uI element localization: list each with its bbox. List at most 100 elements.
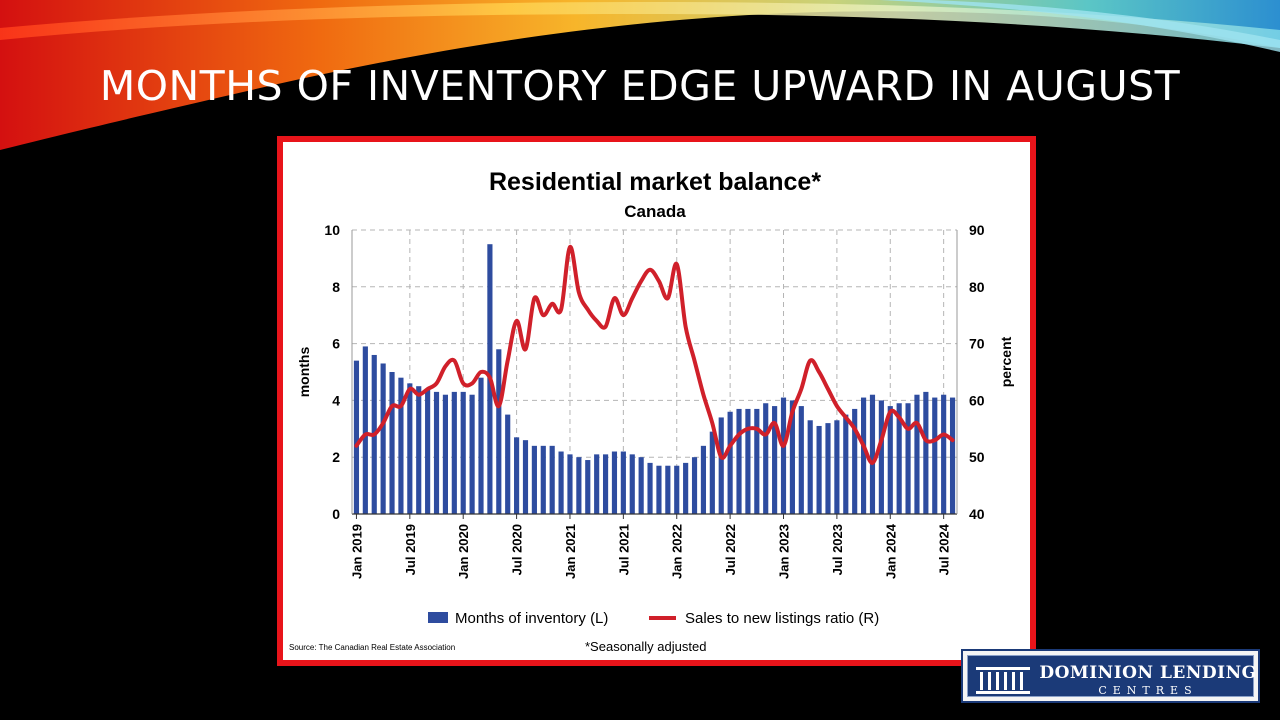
legend-label-ratio: Sales to new listings ratio (R)	[685, 610, 879, 627]
x-tick-label: Jul 2020	[510, 524, 525, 575]
chart-subtitle: Canada	[624, 202, 686, 221]
bar	[469, 394, 475, 514]
bar	[941, 394, 947, 514]
bar	[514, 437, 520, 514]
chart: 0 2 4 6 8 10 40 50 60 70 80 90 Jan 2019 Jul 2019 Jan 2…	[289, 168, 1014, 654]
slide-title: MONTHS OF INVENTORY EDGE UPWARD IN AUGUS…	[99, 62, 1181, 110]
y-tick-right: 50	[969, 449, 985, 465]
bar	[611, 451, 618, 514]
y-tick-right: 80	[969, 279, 985, 295]
bar	[398, 377, 404, 514]
y-tick-left: 4	[332, 392, 340, 408]
bar	[665, 465, 671, 514]
bar	[914, 394, 920, 514]
sales-to-listings-line	[354, 244, 955, 465]
bar	[629, 454, 635, 514]
y-tick-right: 90	[969, 222, 985, 238]
bar	[576, 457, 582, 514]
bar	[540, 445, 546, 514]
x-tick-label: Jan 2020	[456, 524, 471, 579]
bar	[736, 408, 742, 514]
y-axis-right-label: percent	[998, 336, 1014, 387]
bar	[567, 454, 573, 514]
bar	[451, 391, 457, 514]
bar	[754, 408, 760, 514]
bar	[691, 457, 698, 514]
bar	[549, 445, 555, 514]
x-tick-label: Jul 2022	[723, 524, 738, 575]
bar	[425, 389, 431, 514]
bar	[416, 386, 422, 514]
bar	[585, 460, 591, 514]
x-tick-label: Jan 2023	[777, 524, 792, 579]
bar	[407, 383, 413, 514]
bar	[905, 403, 911, 514]
x-tick-label: Jul 2019	[403, 524, 418, 575]
legend: Months of inventory (L) Sales to new lis…	[428, 610, 879, 627]
dominion-lending-logo: DOMINION LENDING CENTRES	[961, 649, 1260, 703]
legend-swatch-inventory	[428, 612, 448, 623]
bar	[647, 462, 653, 514]
chart-title: Residential market balance*	[489, 168, 821, 196]
bar	[878, 400, 884, 514]
chart-frame: 0 2 4 6 8 10 40 50 60 70 80 90 Jan 2019 Jul 2019 Jan 2…	[277, 136, 1036, 666]
y-tick-left: 6	[332, 336, 340, 352]
bar	[460, 391, 466, 514]
footnote: *Seasonally adjusted	[585, 639, 706, 654]
bar	[887, 406, 893, 514]
x-tick-label: Jan 2021	[563, 524, 578, 579]
bar	[807, 420, 813, 514]
bar	[825, 423, 831, 514]
columns-icon	[976, 667, 1030, 694]
bar	[896, 403, 902, 514]
bar	[763, 403, 769, 514]
bar	[949, 397, 956, 514]
bar	[558, 451, 564, 514]
bar	[843, 414, 849, 514]
y-axis-left-label: months	[296, 347, 312, 398]
bar	[620, 451, 626, 514]
bar	[869, 394, 876, 514]
bar	[433, 391, 440, 514]
bar	[816, 425, 822, 514]
bar	[442, 394, 448, 514]
x-tick-label: Jan 2019	[349, 524, 364, 579]
x-tick-label: Jul 2024	[937, 523, 952, 575]
x-tick-label: Jul 2023	[830, 524, 845, 575]
bar	[353, 360, 360, 514]
y-tick-right: 40	[969, 506, 985, 522]
bar	[380, 363, 386, 514]
bar	[674, 465, 680, 514]
y-tick-left: 10	[324, 222, 340, 238]
logo-name: DOMINION LENDING	[1039, 663, 1257, 683]
bar	[861, 397, 867, 514]
bar	[389, 372, 395, 514]
source-note: Source: The Canadian Real Estate Associa…	[289, 643, 455, 652]
bar	[923, 391, 929, 514]
bar	[709, 431, 715, 514]
bar	[798, 406, 804, 514]
y-tick-left: 8	[332, 279, 340, 295]
y-tick-left: 0	[332, 506, 340, 522]
bar	[496, 349, 502, 514]
bar	[602, 454, 609, 514]
bar	[362, 346, 368, 514]
bar	[852, 408, 858, 514]
bar	[522, 440, 529, 514]
logo-subtitle: CENTRES	[1098, 684, 1198, 697]
bar	[834, 420, 840, 514]
x-tick-label: Jan 2024	[883, 523, 898, 579]
bar	[780, 397, 787, 514]
y-tick-left: 2	[332, 449, 340, 465]
bar	[718, 417, 724, 514]
bar	[478, 377, 484, 514]
bar	[505, 414, 511, 514]
bar	[745, 408, 751, 514]
bar	[772, 406, 778, 514]
x-tick-label: Jan 2022	[670, 524, 685, 579]
y-tick-right: 70	[969, 336, 985, 352]
legend-label-inventory: Months of inventory (L)	[455, 610, 608, 627]
bar	[638, 457, 644, 514]
bar	[683, 462, 689, 514]
bar	[656, 465, 662, 514]
